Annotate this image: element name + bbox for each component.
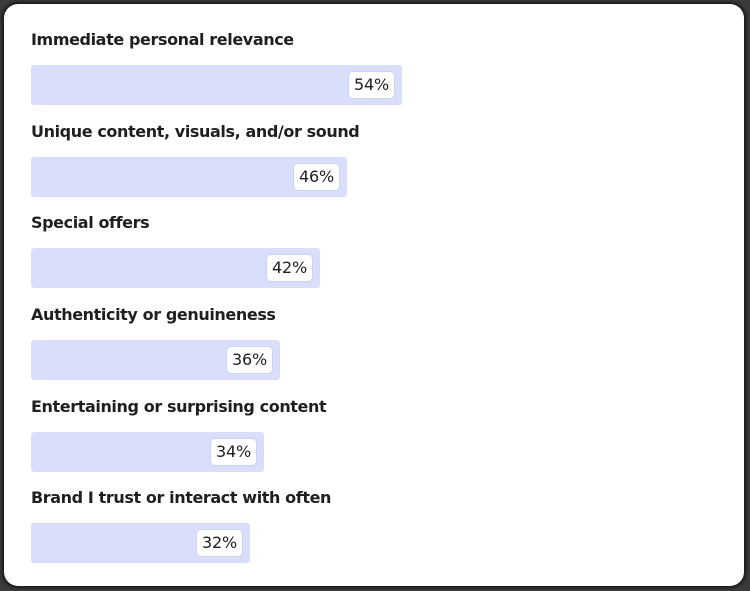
value-badge: 46%: [294, 164, 339, 190]
value-badge: 42%: [267, 255, 312, 281]
bar: 36%: [31, 340, 280, 380]
bar: 42%: [31, 248, 320, 288]
value-badge: 54%: [349, 72, 394, 98]
bar-label: Immediate personal relevance: [31, 30, 294, 49]
value-badge: 34%: [211, 439, 256, 465]
bar: 34%: [31, 432, 264, 472]
bar-item-2: Special offers 42%: [31, 212, 320, 288]
value-badge: 36%: [227, 347, 272, 373]
bar-label: Unique content, visuals, and/or sound: [31, 122, 360, 141]
chart-card: Immediate personal relevance 54% Unique …: [4, 4, 744, 586]
bar: 32%: [31, 523, 250, 563]
bar-item-0: Immediate personal relevance 54%: [31, 29, 402, 105]
bar-item-3: Authenticity or genuineness 36%: [31, 304, 280, 380]
bar-item-5: Brand I trust or interact with often 32%: [31, 487, 331, 563]
bar-item-1: Unique content, visuals, and/or sound 46…: [31, 121, 360, 197]
value-badge: 32%: [197, 530, 242, 556]
bar-label: Entertaining or surprising content: [31, 397, 327, 416]
bar: 46%: [31, 157, 347, 197]
bar-label: Special offers: [31, 213, 150, 232]
bar-item-4: Entertaining or surprising content 34%: [31, 396, 327, 472]
bar-label: Authenticity or genuineness: [31, 305, 276, 324]
bar-label: Brand I trust or interact with often: [31, 488, 332, 507]
bar: 54%: [31, 65, 402, 105]
